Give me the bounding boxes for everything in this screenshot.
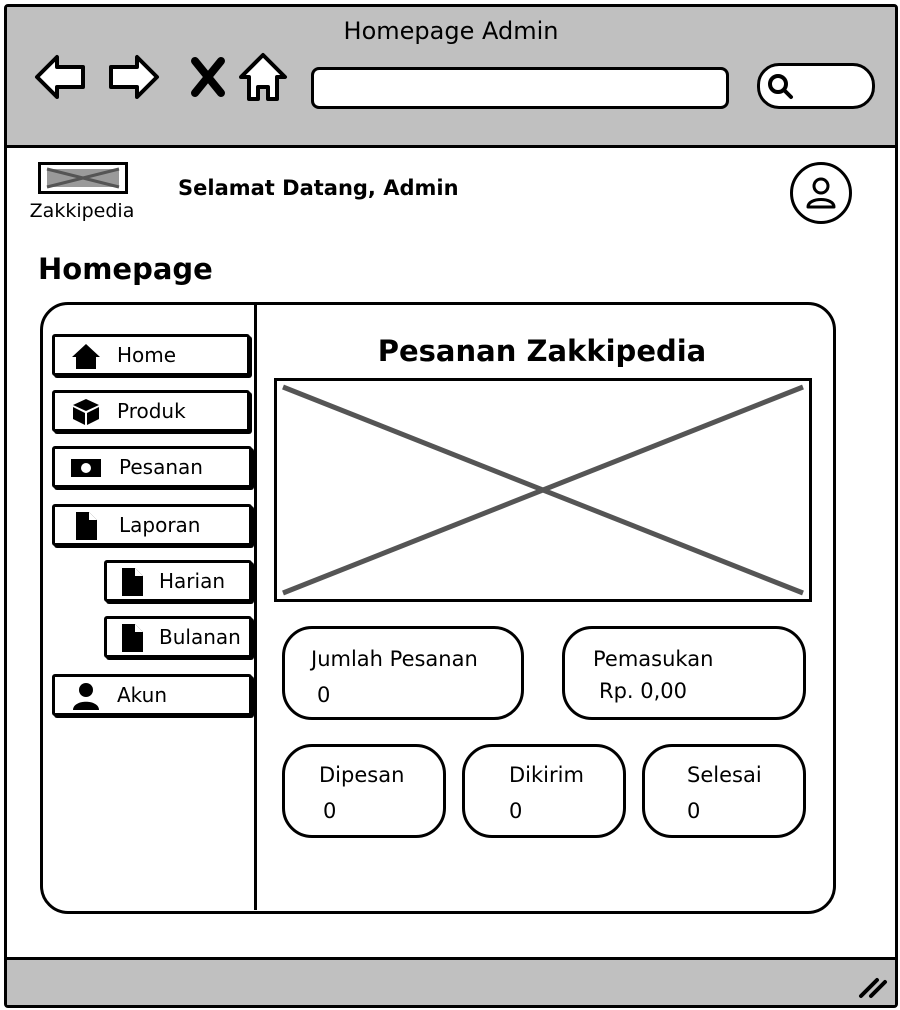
- logo-image: [38, 162, 128, 194]
- search-field[interactable]: [757, 63, 875, 109]
- browser-statusbar: [7, 957, 895, 1005]
- stat-label: Selesai: [687, 763, 762, 787]
- stat-label: Dikirim: [509, 763, 584, 787]
- main-panel: [40, 302, 836, 914]
- cube-icon: [73, 399, 99, 425]
- stat-value: 0: [687, 799, 701, 823]
- content-title: Pesanan Zakkipedia: [377, 334, 707, 368]
- back-arrow-icon[interactable]: [31, 49, 87, 105]
- money-icon: [71, 459, 101, 477]
- stat-value: Rp. 0,00: [599, 679, 688, 703]
- sidebar-item-label: Harian: [159, 569, 226, 593]
- window-title: Homepage Admin: [343, 17, 559, 45]
- user-icon: [806, 177, 836, 209]
- home-nav-icon[interactable]: [235, 49, 291, 105]
- user-icon: [73, 683, 99, 710]
- browser-titlebar: Homepage Admin: [7, 7, 895, 148]
- avatar-button[interactable]: [790, 162, 852, 224]
- sidebar-item-harian[interactable]: Harian: [104, 560, 252, 602]
- sidebar-item-produk[interactable]: Produk: [52, 390, 250, 432]
- stat-label: Dipesan: [319, 763, 405, 787]
- sidebar-item-pesanan[interactable]: Pesanan: [52, 446, 252, 488]
- file-icon: [122, 568, 143, 596]
- file-icon: [76, 512, 97, 540]
- sidebar-item-label: Bulanan: [159, 625, 241, 649]
- close-icon[interactable]: [181, 49, 237, 105]
- sidebar-item-label: Laporan: [119, 513, 201, 537]
- sidebar-item-label: Produk: [117, 399, 186, 423]
- image-placeholder: [274, 378, 812, 602]
- image-placeholder-icon: [46, 167, 120, 189]
- stat-card-selesai: Selesai 0: [642, 744, 806, 838]
- stat-value: 0: [317, 683, 331, 707]
- sidebar-item-label: Akun: [117, 683, 167, 707]
- stat-label: Pemasukan: [593, 647, 714, 671]
- stat-card-dikirim: Dikirim 0: [462, 744, 626, 838]
- stat-value: 0: [323, 799, 337, 823]
- sidebar-item-label: Pesanan: [119, 455, 203, 479]
- sidebar-item-home[interactable]: Home: [52, 334, 250, 376]
- sidebar-item-bulanan[interactable]: Bulanan: [104, 616, 252, 658]
- search-icon: [768, 74, 793, 99]
- greeting-text: Selamat Datang, Admin: [178, 176, 459, 200]
- stat-card-dipesan: Dipesan 0: [282, 744, 446, 838]
- resize-handle-icon[interactable]: [855, 972, 889, 1000]
- stat-label: Jumlah Pesanan: [311, 647, 478, 671]
- stat-card-jumlah-pesanan: Jumlah Pesanan 0: [282, 626, 524, 720]
- logo-text: Zakkipedia: [29, 200, 135, 222]
- page-title: Homepage: [38, 252, 213, 286]
- sidebar-item-label: Home: [117, 343, 177, 367]
- url-bar[interactable]: [311, 67, 729, 109]
- sidebar-divider: [254, 304, 257, 910]
- sidebar-item-laporan[interactable]: Laporan: [52, 504, 252, 546]
- sidebar-item-akun[interactable]: Akun: [52, 674, 252, 716]
- image-placeholder-icon: [282, 384, 804, 596]
- stat-card-pemasukan: Pemasukan Rp. 0,00: [562, 626, 806, 720]
- home-icon: [72, 344, 100, 369]
- stat-value: 0: [509, 799, 523, 823]
- forward-arrow-icon[interactable]: [107, 49, 163, 105]
- file-icon: [122, 624, 143, 652]
